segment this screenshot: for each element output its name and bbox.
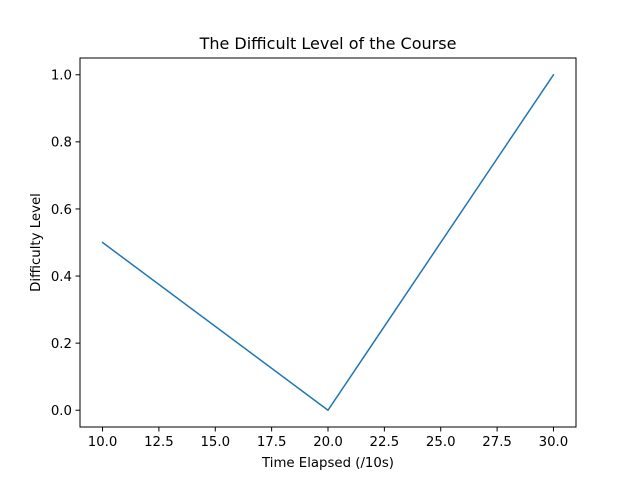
x-tick-label: 20.0 [313,435,343,450]
y-tick-label: 0.8 [51,136,72,151]
x-tick-label: 25.0 [426,435,456,450]
series-line-0 [101,73,555,411]
plot-area: 10.0 12.5 15.0 17.5 20.0 22.5 25.0 27.5 30.0 0.0… [51,57,577,450]
y-tick-label: 0.2 [51,337,72,352]
x-tick-label: 10.0 [88,435,118,450]
x-tick-label: 22.5 [370,435,400,450]
series-layer [101,73,555,411]
x-axis-label: Time Elapsed (/10s) [261,456,394,471]
y-tick-label: 0.4 [51,270,72,285]
y-tick-label: 0.0 [51,404,72,419]
x-tick-label: 12.5 [144,435,174,450]
x-axis-ticks: 10.0 12.5 15.0 17.5 20.0 22.5 25.0 27.5 30.0 [88,427,569,450]
y-tick-label: 1.0 [51,69,72,84]
y-tick-label: 0.6 [51,203,72,218]
y-axis-label: Difficulty Level [29,193,44,292]
x-tick-label: 27.5 [482,435,512,450]
axes-frame [79,57,577,428]
y-axis-ticks: 0.0 0.2 0.4 0.6 0.8 1.0 [51,69,80,419]
chart-title: The Difficult Level of the Course [199,34,457,53]
x-tick-label: 15.0 [200,435,230,450]
x-tick-label: 30.0 [539,435,569,450]
x-tick-label: 17.5 [257,435,287,450]
